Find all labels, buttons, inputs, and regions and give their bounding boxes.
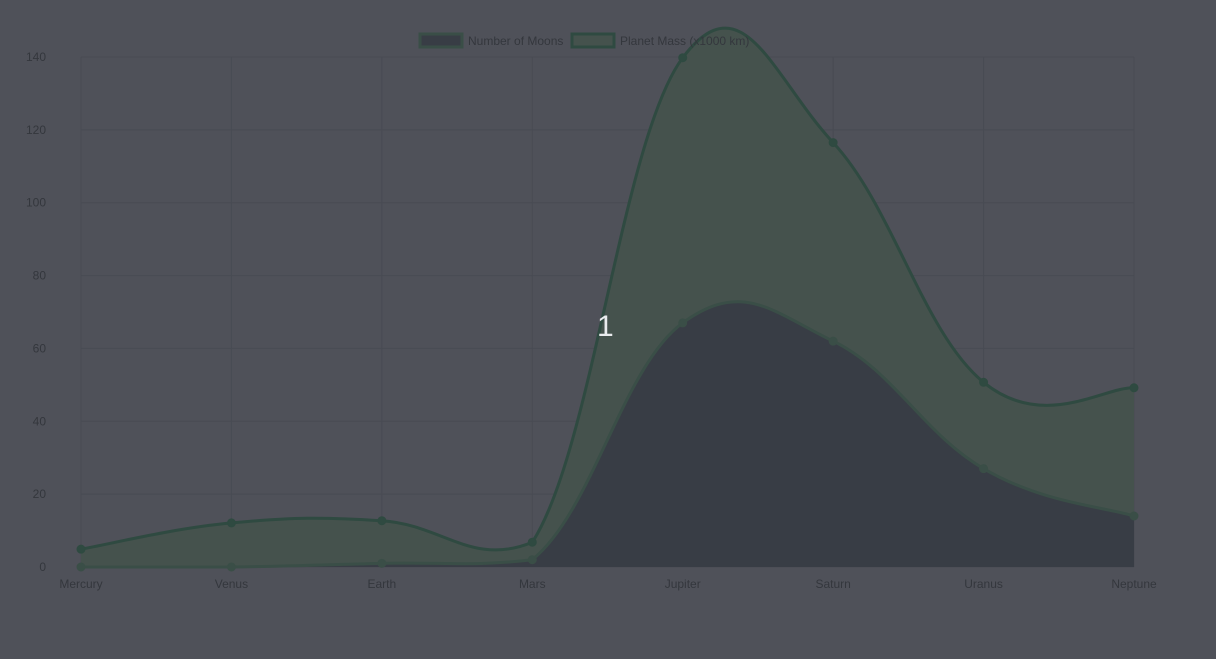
series-area	[81, 301, 1134, 567]
data-point[interactable]	[678, 53, 688, 63]
y-tick-label: 120	[26, 123, 46, 137]
series-line	[81, 300, 1135, 569]
data-point[interactable]	[226, 518, 236, 528]
x-tick-label: Jupiter	[665, 577, 701, 591]
data-point[interactable]	[828, 336, 838, 346]
data-point[interactable]	[527, 537, 537, 547]
data-point[interactable]	[1129, 383, 1139, 393]
data-point[interactable]	[226, 562, 236, 572]
data-point[interactable]	[678, 318, 688, 328]
data-point[interactable]	[377, 558, 387, 568]
y-tick-label: 80	[33, 269, 47, 283]
y-tick-label: 100	[26, 196, 46, 210]
data-point[interactable]	[979, 464, 989, 474]
step-marker: 1	[597, 310, 614, 343]
series-line	[80, 26, 1135, 552]
y-tick-label: 40	[33, 414, 47, 428]
data-point[interactable]	[377, 516, 387, 526]
data-point[interactable]	[76, 544, 86, 554]
y-tick-label: 140	[26, 50, 46, 64]
x-tick-label: Mercury	[59, 577, 102, 591]
data-point[interactable]	[1129, 511, 1139, 521]
x-tick-label: Earth	[368, 577, 397, 591]
x-tick-label: Venus	[215, 577, 248, 591]
legend-label[interactable]: Planet Mass (x1000 km)	[620, 34, 749, 48]
legend-label[interactable]: Number of Moons	[468, 34, 563, 48]
x-tick-label: Neptune	[1111, 577, 1157, 591]
data-point[interactable]	[527, 555, 537, 565]
data-point[interactable]	[828, 138, 838, 148]
y-tick-label: 0	[39, 560, 46, 574]
legend-swatch[interactable]	[418, 32, 464, 49]
y-tick-label: 60	[33, 341, 47, 355]
data-point[interactable]	[76, 562, 86, 572]
x-tick-label: Mars	[519, 577, 546, 591]
y-tick-label: 20	[33, 487, 47, 501]
data-point[interactable]	[979, 377, 989, 387]
x-tick-label: Uranus	[964, 577, 1003, 591]
legend-swatch[interactable]	[570, 32, 616, 49]
x-tick-label: Saturn	[815, 577, 850, 591]
